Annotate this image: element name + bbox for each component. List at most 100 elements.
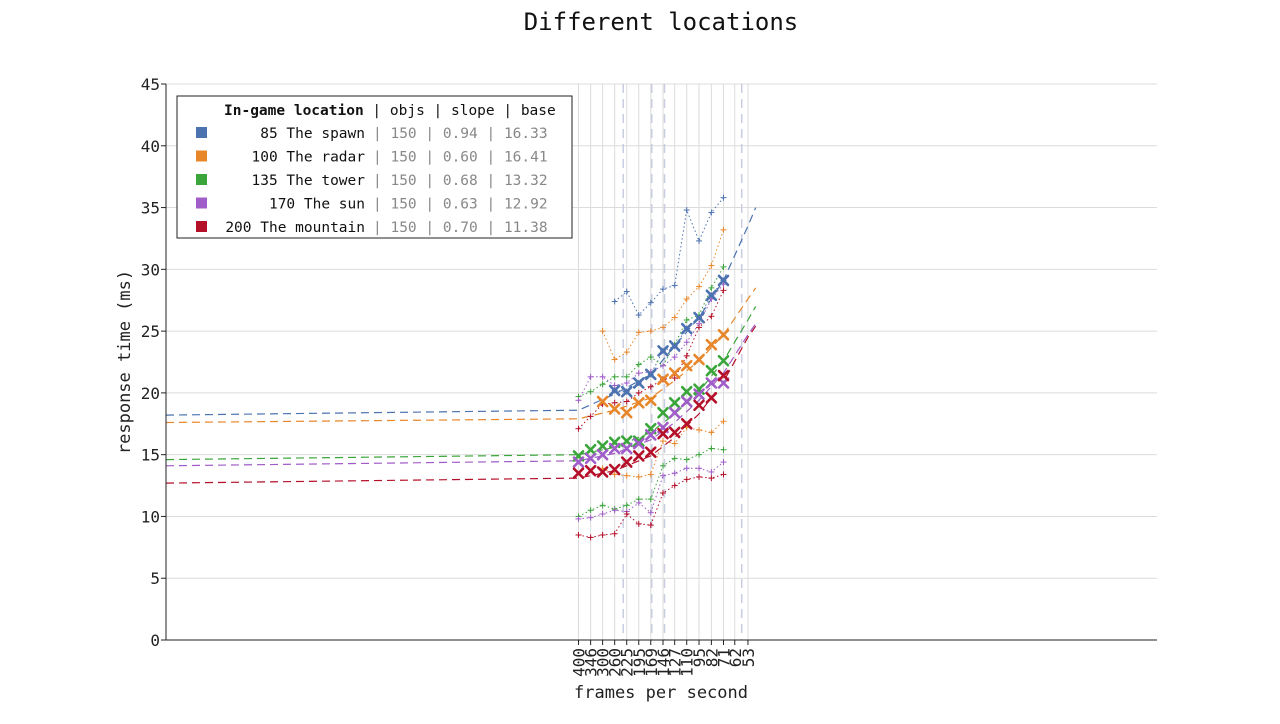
- mean-point: [705, 377, 718, 389]
- legend-label: 135 The tower: [252, 173, 366, 189]
- mean-point: [584, 443, 597, 456]
- legend-values: | 150 | 0.60 | 16.41: [373, 150, 548, 166]
- x-tick-label: 225: [618, 648, 637, 677]
- legend-values: | 150 | 0.70 | 11.38: [373, 220, 548, 236]
- lower-point: [696, 465, 703, 472]
- mean-point: [644, 429, 657, 441]
- mean-point: [657, 345, 669, 357]
- lower-point: [647, 496, 654, 503]
- x-tick-label: 127: [666, 648, 685, 677]
- mean-point: [717, 369, 730, 382]
- mean-point: [717, 354, 730, 367]
- mean-point: [680, 322, 693, 335]
- x-tick-label: 95: [690, 648, 709, 667]
- upper-point: [647, 328, 654, 335]
- legend: In-game location | objs | slope | base 8…: [176, 95, 573, 239]
- y-tick-label: 20: [141, 384, 160, 403]
- mean-point: [632, 437, 645, 450]
- upper-point: [587, 413, 594, 420]
- upper-point: [623, 380, 630, 387]
- upper-point: [708, 209, 715, 216]
- mean-markers: [572, 274, 730, 480]
- upper-point: [647, 299, 654, 306]
- mean-point: [608, 403, 621, 415]
- y-axis-label: response time (ms): [115, 270, 135, 454]
- x-axis-label: frames per second: [574, 683, 748, 703]
- upper-point: [720, 226, 727, 233]
- lower-point: [683, 476, 690, 483]
- legend-header-text: In-game location | objs | slope | base: [224, 103, 556, 119]
- mean-point: [632, 450, 645, 462]
- legend-values: | 150 | 0.94 | 16.33: [373, 126, 548, 142]
- upper-point: [623, 373, 630, 380]
- lower-point: [587, 534, 594, 541]
- trend-line-3: [165, 323, 757, 467]
- legend-swatch: [196, 127, 207, 138]
- x-tick-label: 110: [678, 648, 697, 677]
- upper-point: [708, 313, 715, 320]
- mean-point: [680, 417, 693, 430]
- lower-point: [599, 502, 606, 509]
- mean-point: [572, 467, 585, 480]
- legend-entry: 170 The sun | 150 | 0.63 | 12.92: [196, 197, 548, 213]
- legend-header-columns: | objs | slope | base: [364, 103, 556, 119]
- lower-point: [647, 509, 654, 516]
- lower-point: [696, 473, 703, 480]
- mean-point: [620, 406, 633, 419]
- mean-point: [620, 456, 633, 468]
- y-tick-label: 0: [150, 631, 160, 650]
- mean-point: [705, 392, 718, 404]
- mean-point: [608, 442, 621, 455]
- upper-line-0: [614, 197, 724, 316]
- upper-point: [720, 194, 727, 201]
- upper-point: [599, 373, 606, 380]
- legend-label: 85 The spawn: [260, 126, 365, 142]
- legend-label: 170 The sun: [269, 197, 365, 213]
- lower-point: [708, 468, 715, 475]
- upper-point: [611, 382, 618, 389]
- lower-point: [623, 472, 630, 479]
- upper-point: [708, 284, 715, 291]
- mean-point: [680, 395, 693, 408]
- mean-point: [693, 399, 705, 412]
- vertical-markers: [622, 84, 743, 640]
- legend-swatch: [196, 221, 207, 232]
- upper-point: [635, 370, 642, 377]
- legend-swatch: [196, 174, 207, 185]
- lower-point: [635, 473, 642, 480]
- lower-point: [660, 489, 667, 496]
- lower-point: [671, 470, 678, 477]
- x-tick-label: 400: [569, 648, 588, 677]
- y-tick-label: 40: [141, 137, 160, 156]
- upper-point: [587, 373, 594, 380]
- mean-point: [608, 384, 621, 397]
- chart-title: Different locations: [524, 8, 799, 36]
- upper-point: [611, 356, 618, 363]
- axes: 0510152025303540454003463002602251951691…: [141, 75, 1157, 677]
- lower-point: [720, 471, 727, 478]
- upper-point: [671, 314, 678, 321]
- mean-point: [584, 464, 597, 477]
- lower-point: [587, 507, 594, 514]
- mean-point: [668, 340, 681, 352]
- mean-point: [657, 373, 669, 386]
- lower-point: [671, 455, 678, 462]
- upper-point: [696, 283, 703, 290]
- upper-point: [671, 282, 678, 289]
- upper-point: [635, 312, 642, 319]
- y-tick-label: 15: [141, 446, 160, 465]
- lower-point: [599, 531, 606, 538]
- legend-label: 100 The radar: [252, 150, 366, 166]
- upper-point: [696, 237, 703, 244]
- upper-point: [683, 295, 690, 302]
- upper-point: [587, 388, 594, 395]
- lower-point: [720, 418, 727, 425]
- mean-point: [657, 406, 669, 419]
- x-tick-label: 260: [606, 648, 625, 677]
- lower-point: [671, 482, 678, 489]
- upper-point: [720, 263, 727, 270]
- mean-point: [668, 426, 681, 439]
- legend-box: [176, 95, 573, 239]
- upper-point: [660, 286, 667, 293]
